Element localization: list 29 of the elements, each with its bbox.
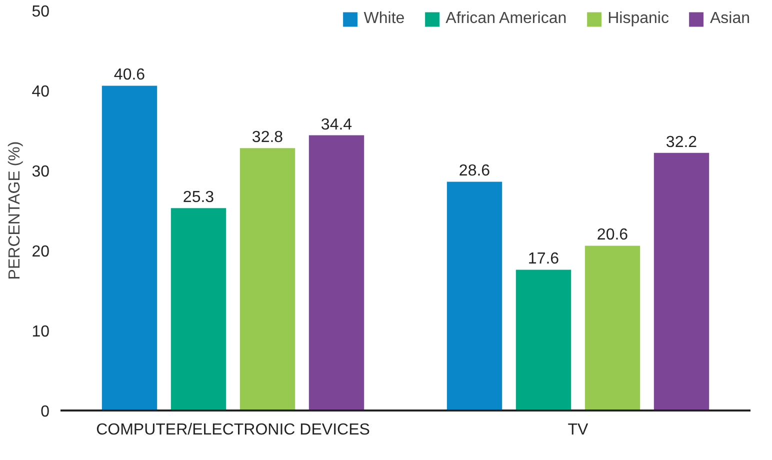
legend-label: Asian	[710, 10, 750, 28]
legend-label: African American	[446, 10, 567, 28]
bar	[170, 208, 226, 410]
y-tick-label: 50	[32, 4, 50, 20]
bar	[516, 270, 572, 410]
legend-label: Hispanic	[608, 10, 669, 28]
data-label: 40.6	[114, 66, 146, 84]
y-tick-label: 10	[32, 324, 50, 340]
y-tick-label: 40	[32, 84, 50, 100]
y-axis-title: PERCENTAGE (%)	[6, 141, 24, 280]
data-label: 20.6	[596, 226, 628, 244]
y-tick-label: 0	[40, 404, 50, 420]
data-label: 25.3	[182, 189, 214, 206]
y-tick-label: 20	[32, 244, 50, 260]
x-tick-label: TV	[568, 422, 589, 438]
bar	[102, 86, 158, 410]
y-tick-label: 30	[32, 164, 50, 180]
bar	[240, 148, 296, 410]
bar	[308, 135, 364, 410]
data-label: 32.2	[666, 134, 698, 151]
data-label: 32.8	[252, 129, 284, 146]
bar	[446, 182, 502, 410]
x-tick-label: COMPUTER/ELECTRONIC DEVICES	[96, 422, 370, 438]
bar	[584, 246, 640, 410]
data-label: 28.6	[458, 162, 490, 180]
bar	[654, 152, 710, 410]
data-label: 34.4	[320, 116, 352, 134]
legend-label: White	[364, 10, 405, 28]
data-label: 17.6	[528, 250, 560, 268]
